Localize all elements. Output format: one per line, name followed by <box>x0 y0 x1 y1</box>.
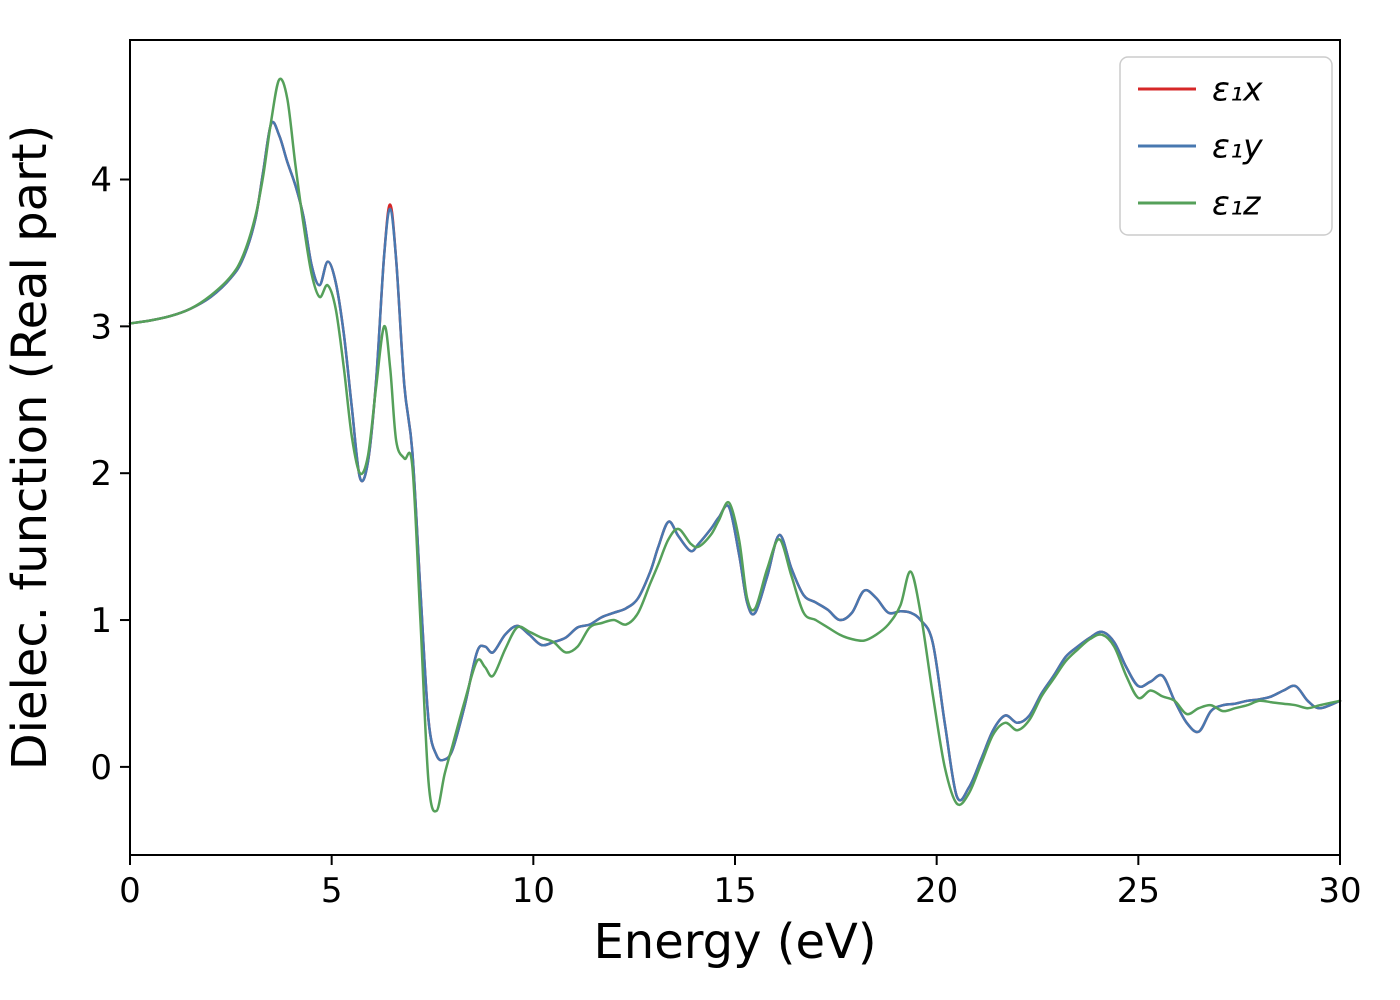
x-tick-label: 30 <box>1318 871 1361 911</box>
series-line-2 <box>128 77 1342 813</box>
legend: ε₁x ε₁y ε₁z <box>1119 56 1333 236</box>
legend-box <box>1119 56 1333 236</box>
x-axis-label: Energy (eV) <box>593 914 876 970</box>
y-axis-label: Dielec. function (Real part) <box>2 125 58 771</box>
x-tick-label: 5 <box>321 871 343 911</box>
axes: 0 5 10 15 20 25 30 0 1 2 3 4 Energy (eV) Dielec. func… <box>2 125 1362 970</box>
x-tick-label: 25 <box>1117 871 1160 911</box>
plot-border <box>129 39 1341 856</box>
y-tick-label: 4 <box>90 160 112 200</box>
x-tick-label: 15 <box>713 871 756 911</box>
y-tick-label: 1 <box>90 601 112 641</box>
x-tick-label: 20 <box>915 871 958 911</box>
y-tick-label: 2 <box>90 454 112 494</box>
legend-label-0: ε₁x <box>1212 70 1263 109</box>
y-tick-label: 0 <box>90 748 112 788</box>
y-tick-label: 3 <box>90 307 112 347</box>
series-group <box>128 77 1342 813</box>
x-tick-label: 0 <box>119 871 141 911</box>
x-tick-label: 10 <box>512 871 555 911</box>
series-line-1 <box>128 120 1342 802</box>
legend-label-1: ε₁y <box>1212 127 1263 166</box>
legend-label-2: ε₁z <box>1212 184 1261 223</box>
